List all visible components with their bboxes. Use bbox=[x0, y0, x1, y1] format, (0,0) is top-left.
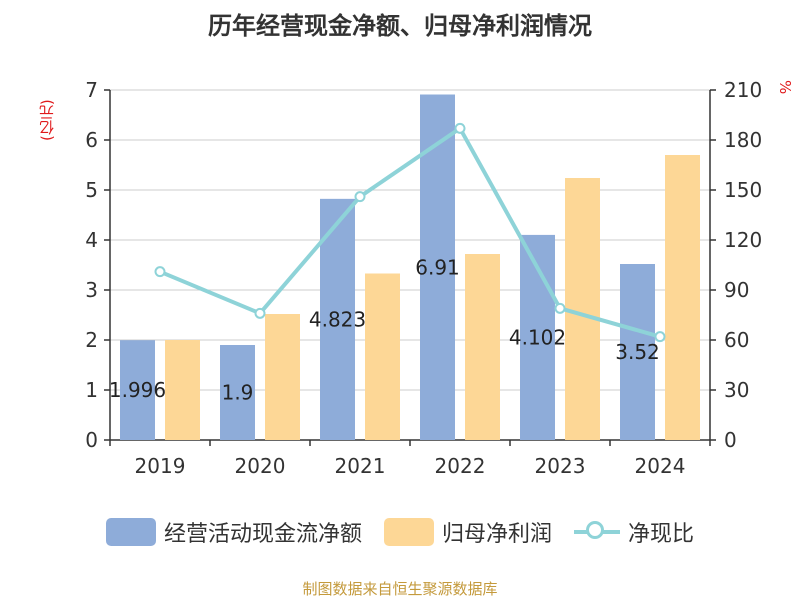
data-label-cashflow: 3.52 bbox=[615, 340, 660, 364]
left-axis-tick-label: 6 bbox=[85, 128, 98, 152]
bar-cashflow bbox=[620, 264, 655, 440]
bar-net-profit bbox=[165, 340, 200, 440]
legend-swatch-net-profit bbox=[383, 518, 434, 546]
x-axis-tick-label: 2021 bbox=[335, 454, 386, 478]
right-axis-tick-label: 120 bbox=[724, 228, 762, 252]
legend-item-net-profit[interactable]: 归母净利润 bbox=[383, 516, 552, 548]
data-label-cashflow: 4.102 bbox=[509, 325, 566, 349]
right-axis-tick-label: 0 bbox=[724, 428, 737, 452]
chart-title: 历年经营现金净额、归母净利润情况 bbox=[208, 12, 592, 40]
x-axis-tick-label: 2023 bbox=[535, 454, 586, 478]
legend-swatch-ratio bbox=[574, 518, 620, 546]
bar-net-profit bbox=[665, 155, 700, 440]
bar-cashflow bbox=[220, 345, 255, 440]
legend-item-ratio[interactable]: 净现比 bbox=[574, 516, 694, 548]
bar-cashflow bbox=[120, 340, 155, 440]
line-ratio bbox=[159, 126, 661, 339]
data-label-cashflow: 6.91 bbox=[415, 255, 460, 279]
right-axis-tick-label: 210 bbox=[724, 78, 762, 102]
legend-label-cashflow: 经营活动现金流净额 bbox=[163, 522, 362, 547]
legend: 经营活动现金流净额 归母净利润 净现比 bbox=[0, 516, 800, 548]
data-label-cashflow: 1.9 bbox=[222, 381, 254, 405]
bar-net-profit bbox=[365, 273, 400, 440]
right-axis-tick-label: 150 bbox=[724, 178, 762, 202]
right-axis-tick-label: 30 bbox=[724, 378, 749, 402]
left-axis-tick-label: 4 bbox=[85, 228, 98, 252]
legend-label-ratio: 净现比 bbox=[628, 522, 695, 547]
data-label-cashflow: 1.996 bbox=[109, 378, 166, 402]
point-ratio bbox=[654, 331, 666, 343]
legend-swatch-ratio-dot bbox=[586, 521, 604, 539]
right-axis-unit: % bbox=[776, 80, 794, 95]
left-axis-tick-label: 3 bbox=[85, 278, 98, 302]
legend-item-cashflow[interactable]: 经营活动现金流净额 bbox=[105, 516, 362, 548]
right-axis-tick-label: 60 bbox=[724, 328, 749, 352]
bar-net-profit bbox=[265, 314, 300, 440]
bar-net-profit bbox=[465, 254, 500, 440]
x-axis-tick-label: 2019 bbox=[135, 454, 186, 478]
left-axis-tick-label: 5 bbox=[85, 178, 98, 202]
left-axis-tick-label: 7 bbox=[85, 78, 98, 102]
x-axis-tick-label: 2024 bbox=[635, 454, 686, 478]
point-ratio bbox=[554, 302, 566, 314]
legend-swatch-cashflow bbox=[105, 518, 156, 546]
x-axis-tick-label: 2020 bbox=[235, 454, 286, 478]
data-label-cashflow: 4.823 bbox=[309, 307, 366, 331]
left-axis-tick-label: 2 bbox=[85, 328, 98, 352]
right-axis-tick-label: 180 bbox=[724, 128, 762, 152]
x-axis-tick-label: 2022 bbox=[435, 454, 486, 478]
point-ratio bbox=[454, 122, 466, 134]
point-ratio bbox=[354, 191, 366, 203]
bar-net-profit bbox=[565, 178, 600, 440]
left-axis-tick-label: 0 bbox=[85, 428, 98, 452]
point-ratio bbox=[154, 266, 166, 278]
legend-label-net-profit: 归母净利润 bbox=[441, 522, 552, 547]
data-source: 制图数据来自恒生聚源数据库 bbox=[302, 580, 498, 598]
point-ratio bbox=[254, 307, 266, 319]
left-axis-tick-label: 1 bbox=[85, 378, 98, 402]
right-axis-tick-label: 90 bbox=[724, 278, 749, 302]
